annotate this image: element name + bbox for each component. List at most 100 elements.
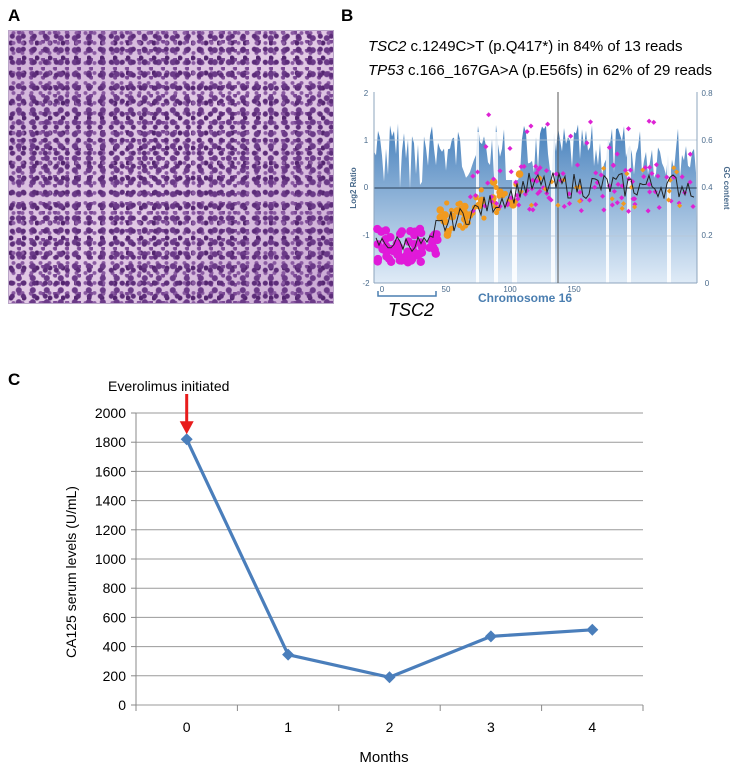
x-tick-label: 3 <box>487 719 495 735</box>
cn-point-small <box>485 180 491 186</box>
cn-point-orange <box>481 215 487 221</box>
cn-point-small <box>586 197 593 203</box>
cn-point-deleted <box>377 227 386 236</box>
everolimus-annotation: Everolimus initiated <box>108 378 230 394</box>
cn-point-small <box>491 176 497 182</box>
cn-left-tick-2: 2 <box>364 89 369 98</box>
cn-right-tick-06: 0.6 <box>701 136 713 145</box>
ca125-series-line <box>185 438 593 679</box>
cn-point-orange <box>442 220 448 226</box>
y-tick-label: 600 <box>103 609 127 625</box>
y-tick-label: 1800 <box>95 434 126 450</box>
cn-point-small <box>508 169 514 175</box>
cn-point-small <box>561 203 567 210</box>
cn-x-tick-150: 150 <box>567 285 581 294</box>
y-tick-label: 800 <box>103 580 127 596</box>
cn-x-tick-0: 0 <box>380 285 385 294</box>
gc-gap <box>551 132 555 283</box>
cn-point-orange <box>493 184 499 191</box>
cn-point-orange <box>455 201 461 207</box>
x-tick-label: 0 <box>183 719 191 735</box>
cn-point-deleted <box>406 254 416 264</box>
data-point-month-1 <box>282 648 295 661</box>
cn-left-tick-1: 1 <box>364 136 369 145</box>
mutation-gene-tp53: TP53 <box>368 62 404 79</box>
y-tick-label: 1200 <box>95 522 126 538</box>
cn-x-tick-100: 100 <box>503 285 517 294</box>
panel-b-label: B <box>341 6 354 25</box>
cn-point-small <box>655 173 661 179</box>
cn-point-deleted <box>410 230 419 240</box>
cn-right-tick-0: 0 <box>705 279 710 288</box>
cn-point-orange <box>515 170 524 178</box>
cn-left-tick-0: 0 <box>364 183 369 192</box>
cn-point-deleted <box>409 247 418 256</box>
cn-right-tick-02: 0.2 <box>701 231 713 240</box>
cn-point-orange <box>478 187 484 193</box>
gc-gap <box>627 132 631 283</box>
y-tick-label: 1000 <box>95 551 126 567</box>
cn-point-orange <box>489 178 498 186</box>
cn-point-small <box>649 170 655 177</box>
cn-point-small <box>671 174 677 180</box>
cn-point-small <box>601 207 607 213</box>
y-axis-title: CA125 serum levels (U/mL) <box>63 486 79 658</box>
panel-c-label: C <box>8 370 21 389</box>
cn-point-small <box>497 168 503 174</box>
cn-point-small <box>653 162 660 168</box>
cn-point-deleted <box>393 246 403 256</box>
tsc2-bracket <box>377 291 437 297</box>
cn-point-small <box>606 145 612 151</box>
cn-point-small <box>493 200 500 206</box>
cn-point-small <box>537 165 543 171</box>
mutation-gene-tsc2: TSC2 <box>368 38 407 55</box>
y-tick-label: 200 <box>103 668 127 684</box>
gc-gap <box>606 132 609 283</box>
cn-right-tick-04: 0.4 <box>701 183 713 192</box>
cn-point-small <box>614 151 620 157</box>
cn-segment-line <box>375 171 695 253</box>
cn-point-small <box>611 188 617 194</box>
data-point-month-2 <box>383 671 396 684</box>
mutation-detail-tp53: c.166_167GA>A (p.E56fs) in 62% of 29 rea… <box>403 62 712 79</box>
everolimus-arrow-head <box>179 421 194 435</box>
cn-point-orange <box>448 225 455 231</box>
mutation-detail-tsc2: c.1249C>T (p.Q417*) in 84% of 13 reads <box>406 38 683 55</box>
gc-gap <box>667 132 671 283</box>
data-point-month-4 <box>586 623 599 636</box>
copy-number-plot: Log2 Ratio GC content Chromosome 16 2 1 … <box>349 89 731 305</box>
y-tick-label: 2000 <box>95 405 126 421</box>
cn-left-tick-m2: -2 <box>362 279 370 288</box>
cn-point-small <box>679 174 685 180</box>
x-axis-title: Months <box>359 749 408 766</box>
data-point-month-3 <box>484 630 497 643</box>
cn-point-small <box>578 208 584 214</box>
y-tick-label: 400 <box>103 639 127 655</box>
cn-point-small-orange <box>632 204 638 210</box>
cn-point-orange <box>448 207 455 213</box>
cn-x-tick-50: 50 <box>442 285 451 294</box>
y-tick-label: 0 <box>118 697 126 713</box>
cn-point-deleted <box>395 229 405 239</box>
cn-point-deleted <box>415 224 425 234</box>
cn-point-small-orange <box>665 197 672 203</box>
cn-point-small <box>619 195 625 201</box>
cn-point-small <box>553 171 559 177</box>
cn-right-axis-title: GC content <box>722 166 731 209</box>
cn-point-deleted <box>432 230 441 239</box>
cn-point-deleted <box>380 245 389 255</box>
cn-point-deleted <box>373 254 383 264</box>
cn-left-tick-m1: -1 <box>362 231 370 240</box>
cn-point-deleted <box>386 233 395 242</box>
cn-point-orange <box>500 193 506 199</box>
cn-point-deleted <box>386 257 396 266</box>
cn-point-small <box>522 191 528 197</box>
mutation-line-tsc2: TSC2 c.1249C>T (p.Q417*) in 84% of 13 re… <box>368 38 682 55</box>
cn-point-small <box>664 174 670 180</box>
x-tick-label: 4 <box>588 719 596 735</box>
panel-a-label: A <box>8 6 21 25</box>
cn-point-orange <box>444 200 450 206</box>
cn-point-orange <box>441 211 449 219</box>
data-point-month-0 <box>180 433 193 446</box>
